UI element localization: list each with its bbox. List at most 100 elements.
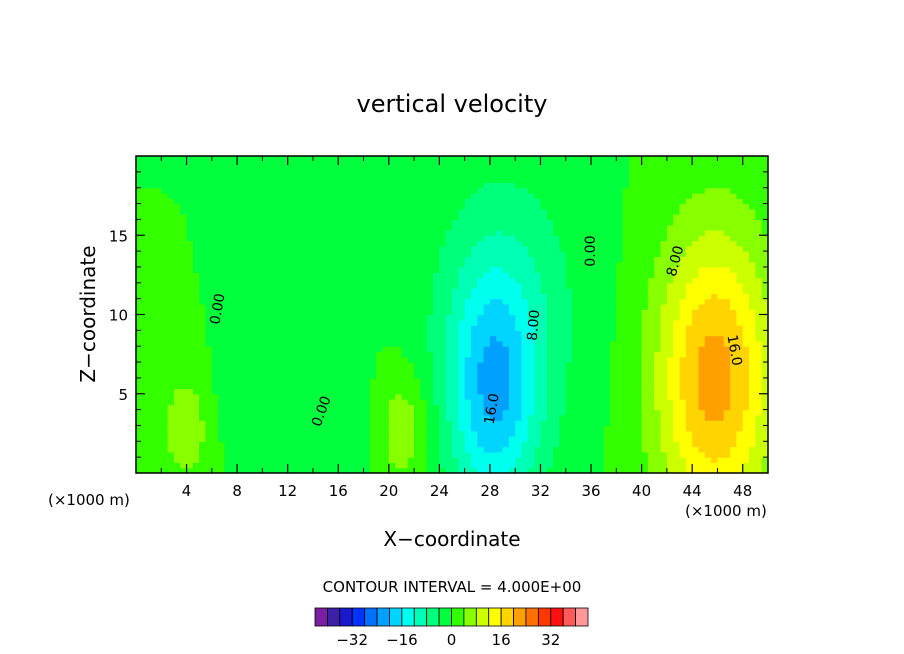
field-cell bbox=[142, 219, 150, 226]
field-cell bbox=[224, 229, 232, 236]
field-cell bbox=[584, 451, 592, 458]
field-cell bbox=[546, 367, 554, 374]
field-cell bbox=[136, 451, 143, 458]
field-cell bbox=[249, 409, 257, 416]
field-cell bbox=[167, 388, 175, 395]
field-cell bbox=[572, 430, 579, 437]
field-cell bbox=[420, 462, 428, 469]
field-cell bbox=[439, 409, 447, 416]
field-cell bbox=[211, 388, 219, 395]
field-cell bbox=[281, 182, 289, 189]
field-cell bbox=[622, 446, 630, 453]
field-cell bbox=[565, 346, 573, 353]
field-cell bbox=[186, 156, 194, 162]
field-cell bbox=[294, 467, 301, 473]
field-cell bbox=[433, 293, 440, 300]
field-cell bbox=[603, 198, 611, 205]
field-cell bbox=[275, 245, 282, 252]
field-cell bbox=[426, 467, 434, 473]
field-cell bbox=[376, 388, 384, 395]
field-cell bbox=[275, 335, 282, 342]
field-cell bbox=[584, 229, 592, 236]
field-cell bbox=[464, 430, 472, 437]
field-cell bbox=[458, 372, 466, 379]
field-cell bbox=[559, 404, 567, 411]
field-cell bbox=[218, 251, 226, 257]
field-cell bbox=[218, 177, 226, 184]
field-cell bbox=[407, 208, 415, 215]
field-cell bbox=[395, 182, 403, 189]
field-cell bbox=[641, 388, 649, 395]
field-cell bbox=[458, 430, 466, 437]
field-cell bbox=[192, 409, 200, 416]
field-cell bbox=[572, 356, 579, 363]
field-cell bbox=[401, 187, 409, 194]
field-cell bbox=[243, 166, 251, 173]
field-cell bbox=[275, 224, 282, 231]
field-cell bbox=[382, 367, 390, 374]
field-cell bbox=[433, 288, 440, 294]
field-cell bbox=[464, 335, 472, 342]
field-cell bbox=[294, 430, 301, 437]
field-cell bbox=[211, 319, 219, 326]
field-cell bbox=[192, 372, 200, 379]
field-cell bbox=[641, 187, 649, 194]
field-cell bbox=[540, 166, 548, 173]
field-cell bbox=[464, 414, 472, 421]
field-cell bbox=[483, 409, 491, 416]
field-cell bbox=[249, 362, 257, 368]
field-cell bbox=[540, 393, 548, 400]
field-cell bbox=[249, 425, 257, 432]
field-cell bbox=[610, 362, 617, 368]
field-cell bbox=[603, 430, 611, 437]
field-cell bbox=[515, 171, 523, 178]
field-cell bbox=[477, 372, 485, 379]
field-cell bbox=[205, 282, 213, 289]
field-cell bbox=[433, 399, 440, 405]
field-cell bbox=[173, 425, 181, 432]
field-cell bbox=[496, 362, 504, 368]
field-cell bbox=[458, 261, 466, 268]
field-cell bbox=[218, 282, 226, 289]
field-cell bbox=[534, 240, 542, 247]
field-cell bbox=[199, 346, 207, 353]
field-cell bbox=[521, 367, 529, 374]
field-cell bbox=[268, 214, 276, 220]
field-cell bbox=[363, 319, 371, 326]
field-cell bbox=[325, 467, 333, 473]
field-cell bbox=[502, 219, 510, 226]
field-cell bbox=[534, 446, 542, 453]
field-cell bbox=[452, 214, 459, 220]
field-cell bbox=[470, 245, 478, 252]
field-cell bbox=[508, 192, 516, 199]
field-cell bbox=[622, 399, 630, 405]
field-cell bbox=[331, 177, 339, 184]
field-cell bbox=[237, 208, 245, 215]
field-cell bbox=[426, 351, 434, 358]
field-cell bbox=[300, 425, 308, 432]
field-cell bbox=[452, 282, 459, 289]
field-cell bbox=[199, 393, 207, 400]
field-cell bbox=[142, 171, 150, 178]
field-cell bbox=[489, 293, 497, 300]
field-cell bbox=[470, 383, 478, 390]
field-cell bbox=[136, 240, 143, 247]
field-cell bbox=[635, 166, 643, 173]
field-cell bbox=[470, 303, 478, 310]
field-cell bbox=[559, 298, 567, 305]
field-cell bbox=[319, 288, 327, 294]
field-cell bbox=[249, 177, 257, 184]
field-cell bbox=[553, 161, 561, 168]
field-cell bbox=[281, 261, 289, 268]
field-cell bbox=[148, 156, 156, 162]
field-cell bbox=[534, 462, 542, 469]
field-cell bbox=[641, 214, 649, 220]
field-cell bbox=[350, 277, 358, 284]
field-cell bbox=[211, 245, 219, 252]
field-cell bbox=[148, 319, 156, 326]
field-cell bbox=[546, 171, 554, 178]
field-cell bbox=[294, 362, 301, 368]
field-cell bbox=[287, 399, 295, 405]
field-cell bbox=[622, 261, 630, 268]
field-cell bbox=[312, 346, 320, 353]
